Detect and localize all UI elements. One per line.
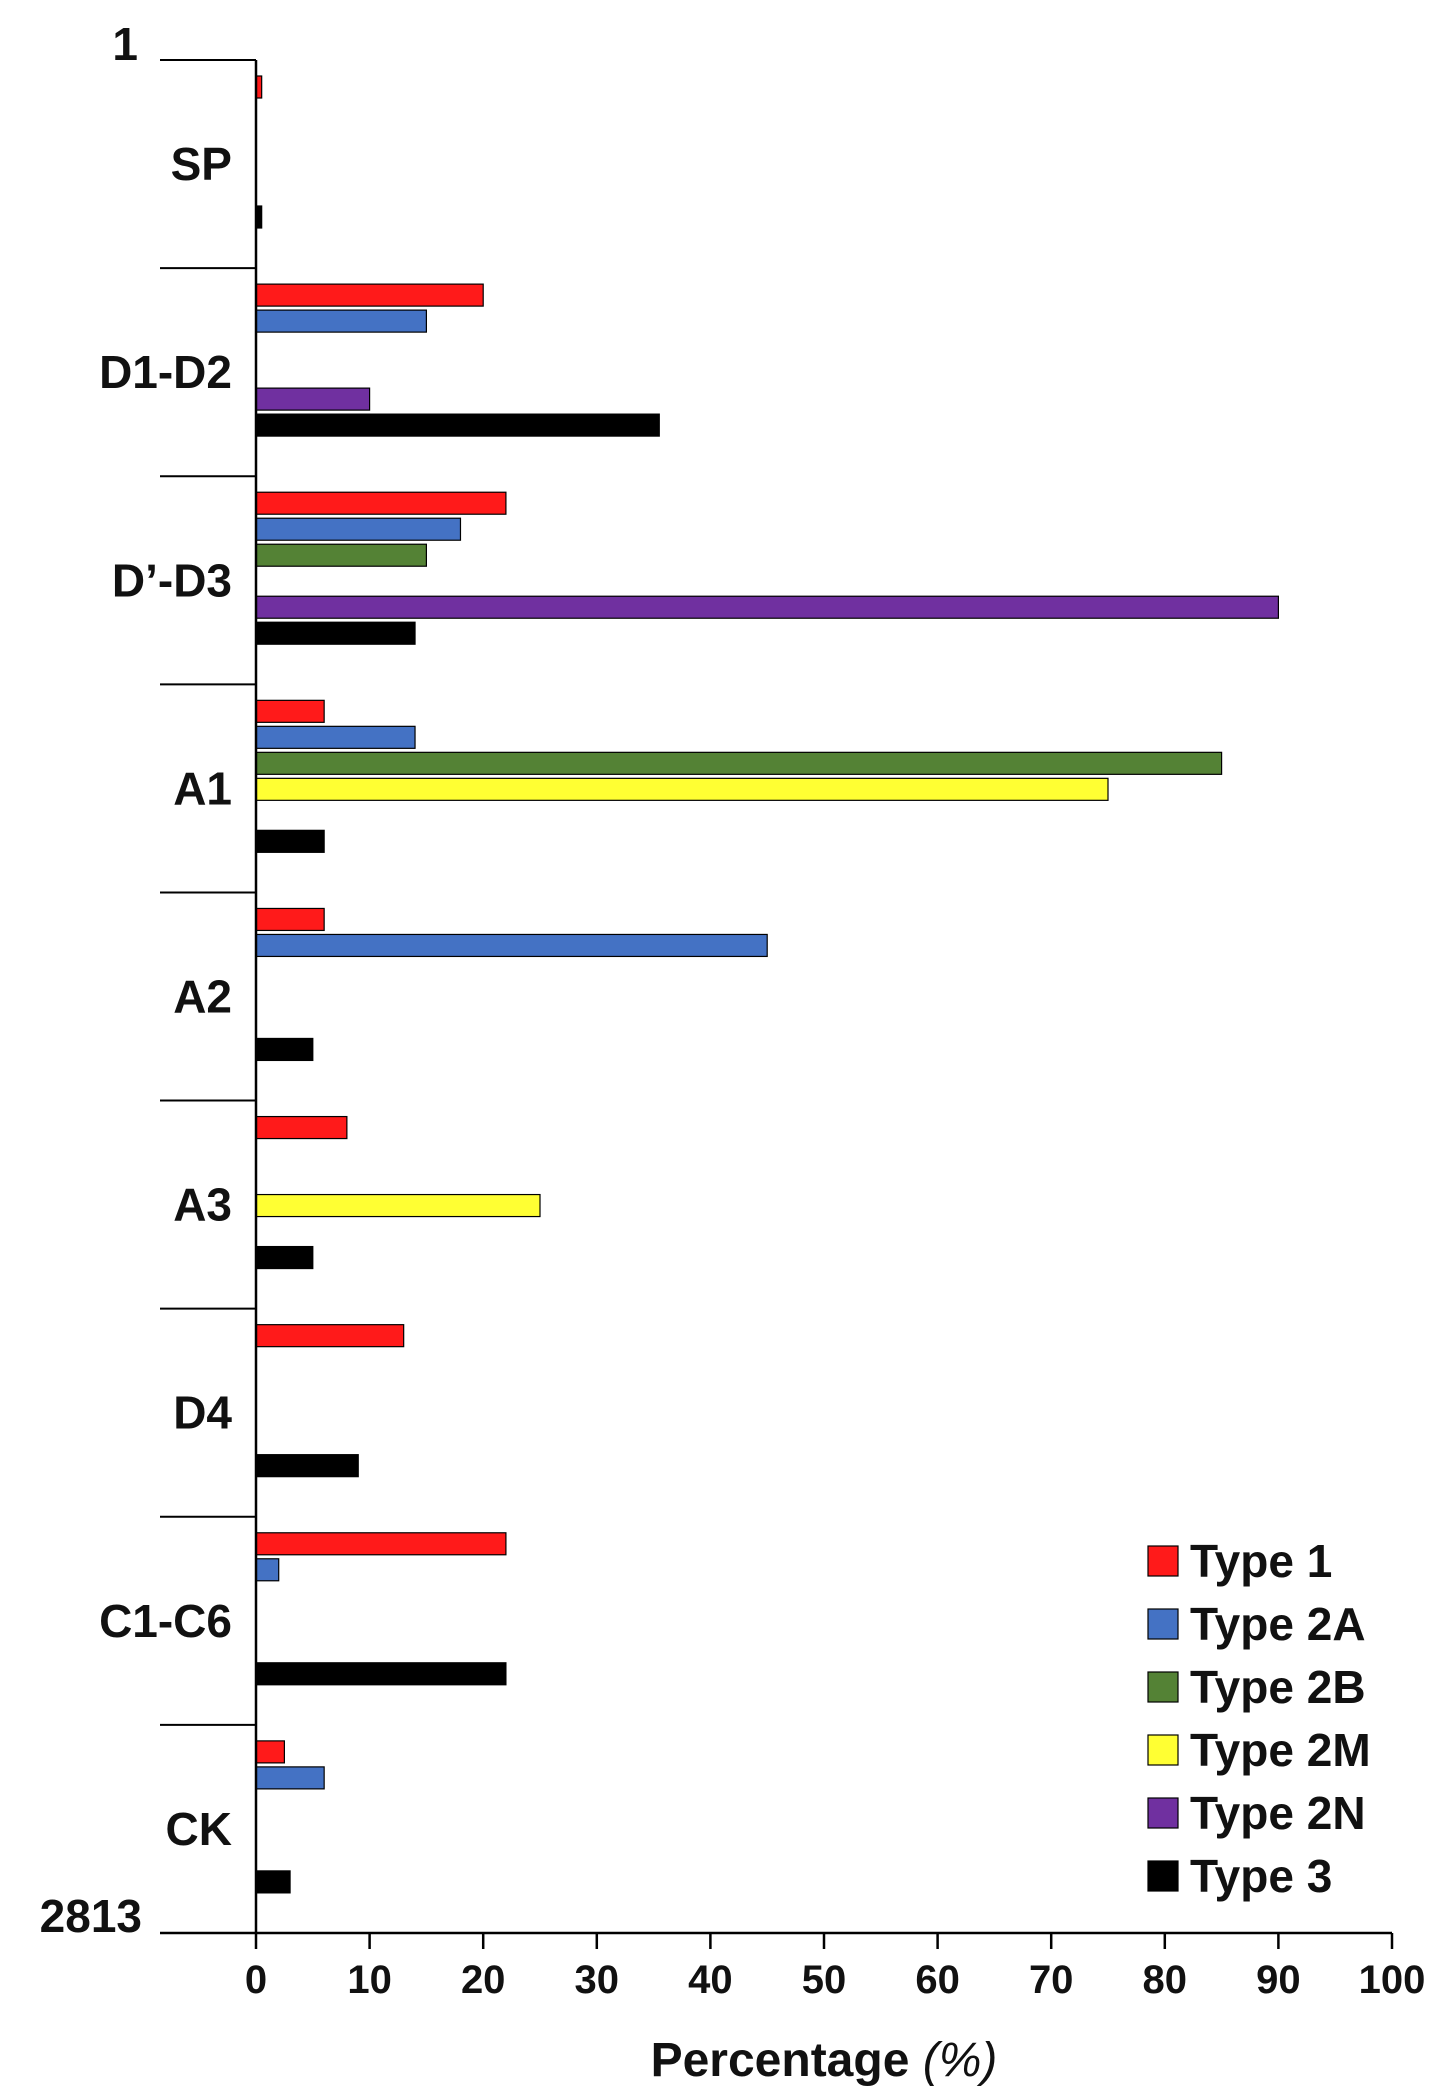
legend-label: Type 2A [1190,1598,1366,1650]
bar [255,725,416,749]
bar [255,413,660,437]
x-axis-unit: (%) [923,2034,998,2087]
legend-swatch [1147,1545,1179,1577]
bar [255,751,1223,775]
x-ticks: 0 10 20 30 40 50 60 70 80 90 100 [245,1933,1426,2002]
domain-end-label: 2813 [40,1890,142,1942]
x-tick-label: 90 [1256,1958,1301,2002]
x-tick-label: 100 [1359,1958,1426,2002]
bar [255,933,768,958]
legend-swatch [1147,1608,1179,1640]
bar [255,1193,541,1218]
x-tick-label: 10 [347,1958,392,2002]
legend: Type 1 Type 2A Type 2B Type 2M Type 2N Type 3 [1147,1535,1371,1902]
bar [255,387,371,411]
bar [255,1766,325,1790]
bar [255,699,325,723]
legend-swatch [1147,1734,1179,1766]
bars [255,75,1280,1894]
x-tick-label: 50 [802,1958,847,2002]
bar [255,595,1280,619]
category-label: CK [166,1803,232,1855]
bar [255,829,325,853]
x-tick-label: 70 [1029,1958,1074,2002]
x-axis-title-text: Percentage [651,2034,910,2087]
category-label: C1-C6 [99,1595,232,1647]
bar [255,1662,507,1686]
bar [255,1454,359,1478]
bar [255,621,416,645]
x-tick-label: 30 [575,1958,620,2002]
legend-label: Type 1 [1190,1535,1332,1587]
x-tick-label: 20 [461,1958,506,2002]
bar [255,1115,348,1140]
legend-swatch [1147,1671,1179,1703]
category-label: SP [171,138,232,190]
x-tick-label: 40 [688,1958,733,2002]
category-label: D4 [173,1387,232,1439]
bar [255,777,1109,801]
legend-swatch [1147,1797,1179,1829]
x-tick-label: 80 [1143,1958,1188,2002]
bar [255,309,427,333]
category-label: D1-D2 [99,346,232,398]
x-tick-label: 0 [245,1958,267,2002]
category-labels: SP D1-D2 D’-D3 A1 A2 A3 D4 C1-C6 CK [99,138,232,1855]
legend-label: Type 2M [1190,1724,1371,1776]
bar [255,283,484,307]
bar [255,1037,314,1062]
bar [255,1740,285,1764]
x-tick-label: 60 [915,1958,960,2002]
legend-label: Type 3 [1190,1850,1332,1902]
bar [255,1558,280,1582]
bar [255,907,325,932]
category-label: A2 [173,971,232,1023]
bar [255,543,427,567]
category-label: D’-D3 [112,554,232,606]
domain-start-label: 1 [112,18,138,70]
bar [255,1324,405,1348]
category-label: A3 [173,1179,232,1231]
bar [255,1245,314,1270]
category-label: A1 [173,762,232,814]
legend-swatch [1147,1860,1179,1892]
x-axis-title: Percentage (%) [651,2034,998,2087]
legend-label: Type 2N [1190,1787,1366,1839]
bar [255,491,507,515]
legend-label: Type 2B [1190,1661,1366,1713]
bar [255,1532,507,1556]
bar [255,1870,291,1894]
bar [255,517,462,541]
